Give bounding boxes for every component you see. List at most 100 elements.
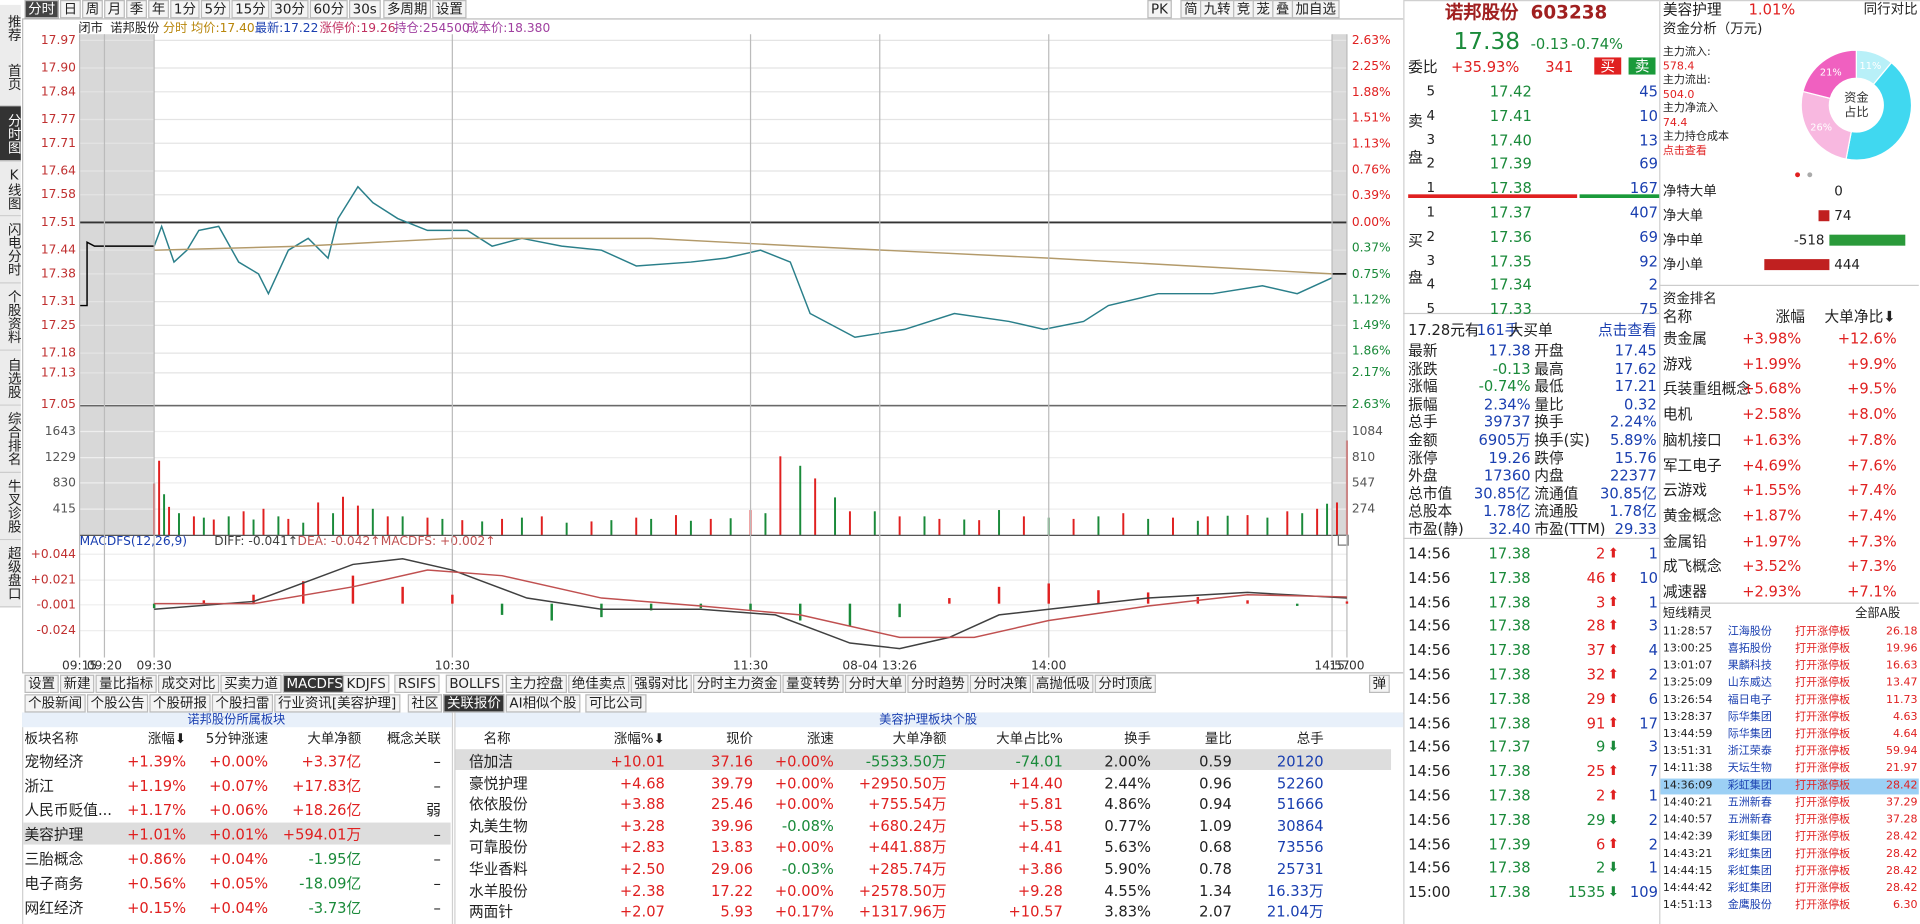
period-button[interactable]: 5分 <box>200 0 231 19</box>
news-tab[interactable]: 个股扫雷 <box>211 694 274 713</box>
elves-stock[interactable]: 金鹰股份 <box>1727 899 1772 912</box>
table-cell[interactable]: 丸美生物 <box>468 817 528 835</box>
tool-button[interactable]: 加自选 <box>1291 0 1340 19</box>
table-cell[interactable]: 三胎概念 <box>24 850 84 868</box>
table-cell[interactable]: 水羊股份 <box>468 881 528 900</box>
nav-item[interactable]: K线图 <box>0 161 22 217</box>
elves-stock[interactable]: 彩虹集团 <box>1727 882 1772 895</box>
rank-cell[interactable]: 游戏 <box>1662 355 1693 373</box>
table-cell[interactable]: 豪悦护理 <box>468 774 528 792</box>
tool-button[interactable]: PK <box>1147 0 1172 19</box>
fund-item[interactable]: 点击查看 <box>1662 144 1707 158</box>
indicator-tab[interactable]: 分时决策 <box>969 674 1032 693</box>
elves-filter[interactable]: 全部A股 <box>1855 607 1901 621</box>
indicator-tab[interactable]: 成交对比 <box>157 674 220 693</box>
tool-button[interactable]: 叠 <box>1272 0 1294 19</box>
indicator-tab[interactable]: MACDFS <box>282 674 347 693</box>
elves-stock[interactable]: 浙江荣泰 <box>1727 745 1772 758</box>
news-tab[interactable]: 社区 <box>407 694 443 713</box>
indicator-tab[interactable]: RSIFS <box>394 674 440 693</box>
period-button[interactable]: 年 <box>148 0 169 19</box>
rank-cell[interactable]: 贵金属 <box>1662 329 1707 348</box>
table-cell[interactable]: 宠物经济 <box>24 752 84 770</box>
period-button[interactable]: 60分 <box>309 0 348 19</box>
news-tab[interactable]: 个股研报 <box>149 694 211 713</box>
period-button[interactable]: 30s <box>348 0 381 19</box>
rank-cell[interactable]: 兵装重组概念 <box>1662 380 1752 398</box>
news-tab[interactable]: 关联报价 <box>443 694 505 713</box>
elves-stock[interactable]: 际华集团 <box>1727 711 1772 724</box>
indicator-tab[interactable]: 强弱对比 <box>630 674 692 693</box>
table-cell[interactable]: 可靠股份 <box>468 838 528 857</box>
indicator-tab[interactable]: KDJFS <box>342 674 390 693</box>
period-button[interactable]: 多周期 <box>383 0 432 19</box>
indicator-tab[interactable]: 绝佳卖点 <box>568 674 630 693</box>
table-cell[interactable]: 电子商务 <box>24 875 84 893</box>
table-cell[interactable]: 依依股份 <box>468 795 528 814</box>
period-button[interactable]: 季 <box>126 0 147 19</box>
rank-cell[interactable]: 电机 <box>1662 405 1693 424</box>
elves-stock[interactable]: 五洲新春 <box>1727 796 1772 810</box>
nav-item[interactable]: 自选股 <box>0 350 22 406</box>
indicator-tab[interactable]: 设置 <box>24 674 59 693</box>
indicator-tab[interactable]: 分时主力资金 <box>693 674 782 693</box>
indicator-tab[interactable]: 量变转势 <box>782 674 844 693</box>
indicator-tab[interactable]: 分时顶底 <box>1094 674 1156 693</box>
news-tab[interactable]: 个股新闻 <box>24 694 86 713</box>
table-cell[interactable]: 华业香料 <box>468 860 528 878</box>
nav-item[interactable]: 个股资料 <box>0 283 22 351</box>
table-cell[interactable]: 网红经济 <box>24 899 84 917</box>
nav-item[interactable]: 推荐 <box>0 4 22 53</box>
news-tab[interactable]: AI相似个股 <box>505 694 581 713</box>
table-cell[interactable]: 两面针 <box>468 903 514 921</box>
period-button[interactable]: 15分 <box>231 0 270 19</box>
news-tab[interactable]: 个股公告 <box>86 694 149 713</box>
tool-button[interactable]: 简 <box>1180 0 1202 19</box>
elves-stock[interactable]: 果麟科技 <box>1727 659 1772 673</box>
rank-cell[interactable]: 黄金概念 <box>1662 507 1722 525</box>
table-cell[interactable]: 倍加洁 <box>468 752 514 770</box>
news-tab[interactable]: 可比公司 <box>585 694 647 713</box>
elves-stock[interactable]: 彩虹集团 <box>1727 848 1772 861</box>
period-button[interactable]: 设置 <box>432 0 467 19</box>
period-button[interactable]: 周 <box>82 0 103 19</box>
elves-stock[interactable]: 彩虹集团 <box>1727 779 1772 792</box>
table-cell[interactable]: 浙江 <box>24 777 54 795</box>
rank-cell[interactable]: 脑机接口 <box>1662 431 1722 449</box>
elves-stock[interactable]: 五洲新春 <box>1727 813 1772 827</box>
indicator-tab[interactable]: 分时大单 <box>844 674 907 693</box>
rank-cell[interactable]: 成飞概念 <box>1662 557 1722 575</box>
rank-cell[interactable]: 云游戏 <box>1662 481 1707 499</box>
indicator-tab[interactable]: 弹 <box>1368 674 1390 693</box>
nav-item[interactable]: 综合排名 <box>0 405 22 473</box>
period-button[interactable]: 月 <box>104 0 125 19</box>
nav-item[interactable]: 闪电分时 <box>0 216 22 284</box>
buy-button[interactable]: 买 <box>1594 57 1622 75</box>
tool-button[interactable]: 竞 <box>1233 0 1254 19</box>
period-button[interactable]: 日 <box>60 0 81 19</box>
indicator-tab[interactable]: 分时趋势 <box>907 674 969 693</box>
indicator-tab[interactable]: 买卖力道 <box>220 674 282 693</box>
indicator-tab[interactable]: 新建 <box>60 674 95 693</box>
table-cell[interactable]: 人民币贬值... <box>24 801 112 819</box>
rank-cell[interactable]: 金属铅 <box>1662 532 1707 550</box>
elves-stock[interactable]: 彩虹集团 <box>1727 831 1772 844</box>
news-tab[interactable]: 行业资讯[美容护理] <box>274 694 400 713</box>
nav-item[interactable]: 牛叉诊股 <box>0 472 22 541</box>
nav-item[interactable]: 首页 <box>0 48 22 107</box>
indicator-tab[interactable]: 主力控盘 <box>505 674 567 693</box>
indicator-tab[interactable]: BOLLFS <box>445 674 504 693</box>
rank-cell[interactable]: 军工电子 <box>1662 456 1722 474</box>
period-button[interactable]: 分时 <box>24 0 59 19</box>
nav-item[interactable]: 超级盘口 <box>0 540 22 608</box>
period-button[interactable]: 30分 <box>270 0 309 19</box>
elves-stock[interactable]: 福日电子 <box>1727 694 1772 707</box>
big-order[interactable]: 点击查看 <box>1597 321 1657 339</box>
indicator-tab[interactable]: 高抛低吸 <box>1032 674 1094 693</box>
elves-stock[interactable]: 喜拓股份 <box>1727 642 1772 656</box>
tool-button[interactable]: 茏 <box>1252 0 1274 19</box>
rank-cell[interactable]: 减速器 <box>1662 582 1707 601</box>
table-cell[interactable]: 美容护理 <box>24 826 84 844</box>
tool-button[interactable]: 九转 <box>1200 0 1235 19</box>
elves-stock[interactable]: 际华集团 <box>1727 728 1772 741</box>
